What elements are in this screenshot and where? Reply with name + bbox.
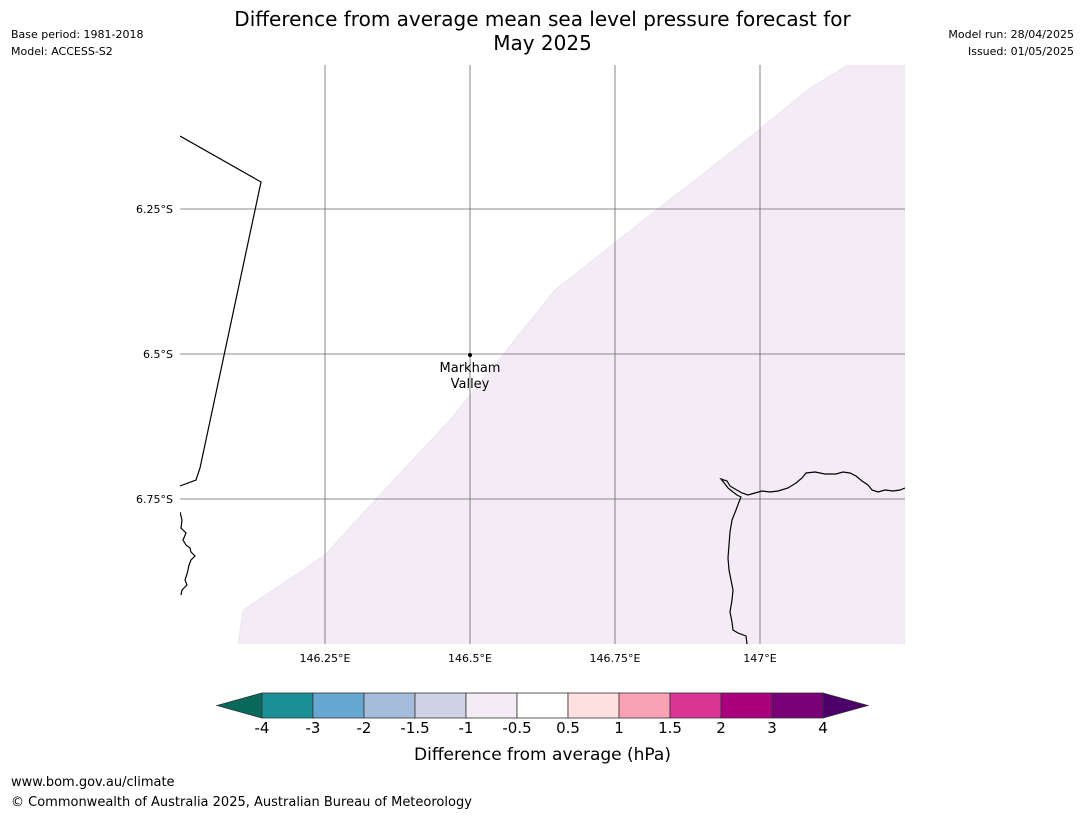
place-marker [468,353,472,357]
title-line-1: Difference from average mean sea level p… [234,7,851,31]
colorbar-tick-label: 4 [818,719,828,737]
lon-label: 146.5°E [448,652,492,665]
page-title: Difference from average mean sea level p… [180,7,905,55]
colorbar-tick-label: 0.5 [556,719,580,737]
longitude-labels: 146.25°E 146.5°E 146.75°E 147°E [300,652,777,665]
place-label-line-1: Markham [440,361,501,376]
colorbar: -4 -3 -2 -1.5 -1 -0.5 0.5 1 1.5 2 3 4 [215,692,870,737]
issued-date: Issued: 01/05/2025 [967,45,1074,58]
meta-left: Base period: 1981-2018 Model: ACCESS-S2 [11,26,143,60]
colorbar-segment [567,692,620,719]
lon-label: 146.75°E [590,652,641,665]
colorbar-segment [261,692,314,719]
model-name: Model: ACCESS-S2 [11,45,113,58]
colorbar-segment [414,692,467,719]
colorbar-tick-label: -1 [459,719,474,737]
colorbar-extend-high [822,692,870,719]
colorbar-title: Difference from average (hPa) [414,745,671,765]
model-run: Model run: 28/04/2025 [948,28,1074,41]
colorbar-segment [771,692,824,719]
place-label-line-2: Valley [451,377,490,392]
coastline-southwest [180,511,196,596]
colorbar-tick-label: 1.5 [658,719,682,737]
lat-label: 6.25°S [136,203,173,216]
colorbar-tick-label: -1.5 [400,719,429,737]
lon-label: 146.25°E [300,652,351,665]
colorbar-segment [465,692,518,719]
colorbar-segment [720,692,773,719]
graticule [180,65,905,644]
footer-copyright: © Commonwealth of Australia 2025, Austra… [11,795,472,810]
border-line-west [180,135,262,487]
colorbar-extend-low [215,692,263,719]
colorbar-tick-label: -2 [357,719,372,737]
base-period: Base period: 1981-2018 [11,28,144,41]
colorbar-segment [669,692,722,719]
latitude-labels: 6.25°S 6.5°S 6.75°S [136,203,173,506]
colorbar-segment [516,692,569,719]
lat-label: 6.75°S [136,493,173,506]
colorbar-tick-label: -3 [306,719,321,737]
colorbar-tick-label: 3 [767,719,777,737]
title-line-2: May 2025 [493,31,592,55]
anomaly-shaded-area [237,65,905,644]
coastline-east [719,471,905,644]
lat-label: 6.5°S [143,348,173,361]
colorbar-tick-label: -4 [255,719,270,737]
colorbar-segment [312,692,365,719]
colorbar-segment [618,692,671,719]
footer-url[interactable]: www.bom.gov.au/climate [11,775,175,790]
colorbar-tick-label: 2 [716,719,726,737]
lon-label: 147°E [743,652,776,665]
colorbar-tick-label: -0.5 [502,719,531,737]
colorbar-segment [363,692,416,719]
map-frame [180,65,905,644]
meta-right: Model run: 28/04/2025 Issued: 01/05/2025 [948,26,1074,60]
coastlines [180,135,905,644]
colorbar-tick-label: 1 [614,719,624,737]
